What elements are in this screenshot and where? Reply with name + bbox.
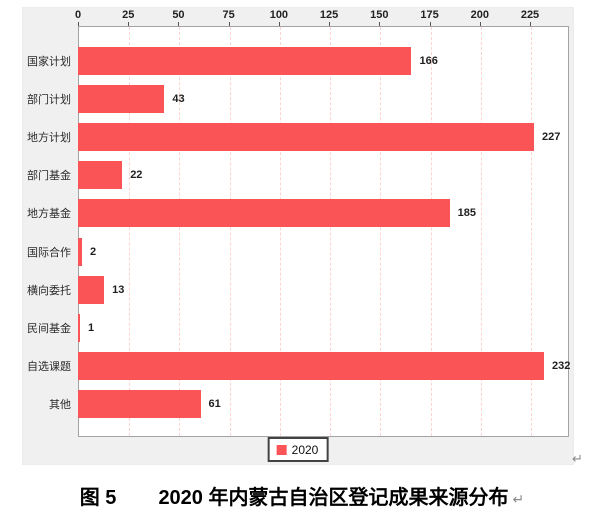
bar-row: 自选课题 232: [23, 351, 573, 380]
axis-tick-label: 150: [370, 9, 389, 21]
bar-row: 国家计划 166: [23, 47, 573, 75]
bar-rows: 国家计划 166 部门计划 43 地方计划 227 部门基金 22 地方基金 185 国际合作 2 横向…: [23, 26, 573, 437]
bar-track: 1: [78, 313, 573, 342]
category-label: 国家计划: [27, 56, 71, 68]
axis-tick-label: 100: [269, 9, 289, 21]
value-label: 227: [542, 131, 561, 144]
axis-tick-mark: [278, 22, 280, 26]
axis-tick-label: 175: [420, 9, 439, 21]
category-label: 地方基金: [27, 208, 71, 221]
gridline: [229, 27, 231, 436]
legend: 2020: [267, 437, 329, 462]
axis-tick-mark: [479, 22, 481, 26]
axis-tick-label: 125: [319, 9, 339, 21]
axis-tick-label: 25: [122, 9, 135, 21]
category-label: 民间基金: [27, 322, 71, 335]
axis-tick-mark: [228, 22, 230, 26]
bar: [78, 85, 165, 114]
paragraph-mark-icon: ↵: [572, 451, 583, 466]
value-label: 22: [130, 169, 143, 182]
bar-row: 民间基金 1: [23, 313, 573, 342]
bar-track: 232: [78, 351, 573, 380]
bar: [78, 123, 535, 152]
value-label: 185: [457, 207, 476, 220]
bar-track: 2: [78, 237, 573, 266]
axis-tick-mark: [78, 22, 79, 26]
figure-caption: 图 5 2020 年内蒙古自治区登记成果来源分布 ↵: [0, 481, 604, 510]
axis-tick-label: 75: [222, 9, 235, 21]
axis-tick-label: 200: [470, 9, 489, 21]
gridline: [430, 27, 432, 436]
value-label: 43: [172, 93, 185, 106]
bar: [78, 161, 123, 190]
gridline: [129, 27, 131, 436]
bar: [78, 237, 83, 266]
gridline: [330, 27, 332, 436]
bar: [78, 389, 201, 418]
bar-track: 43: [78, 85, 573, 114]
figure-title: 2020 年内蒙古自治区登记成果来源分布: [158, 487, 509, 509]
gridline: [380, 27, 382, 436]
gridline: [179, 27, 181, 436]
paragraph-mark-icon: ↵: [512, 491, 525, 507]
bar-track: 227: [78, 123, 573, 152]
axis-tick-label: 0: [74, 9, 82, 21]
gridline: [279, 27, 281, 436]
bar-row: 横向委托 13: [23, 275, 573, 304]
value-label: 166: [419, 55, 438, 67]
value-label: 13: [112, 283, 125, 296]
axis-tick-mark: [128, 22, 130, 26]
bar-track: 61: [78, 389, 573, 418]
bar-row: 地方基金 185: [23, 199, 573, 228]
axis-tick-mark: [379, 22, 381, 26]
gridline: [480, 27, 482, 436]
bar-row: 地方计划 227: [23, 123, 573, 152]
category-label: 自选课题: [27, 360, 71, 373]
axis-tick-mark: [429, 22, 431, 26]
value-label: 232: [552, 359, 571, 372]
axis-tick-label: 225: [520, 9, 540, 21]
category-label: 部门计划: [27, 94, 71, 107]
axis-tick-mark: [530, 22, 531, 26]
category-label: 横向委托: [27, 284, 71, 297]
axis-tick-label: 50: [172, 9, 185, 21]
value-label: 2: [90, 245, 97, 258]
legend-label: 2020: [291, 442, 319, 457]
gridline: [531, 27, 532, 436]
bar: [78, 351, 545, 380]
category-label: 部门基金: [27, 170, 71, 183]
category-label: 国际合作: [27, 246, 71, 259]
bar-track: 22: [78, 161, 573, 190]
axis-tick-mark: [178, 22, 180, 26]
bar: [78, 275, 105, 304]
bar-track: 166: [78, 47, 573, 75]
axis-tick-mark: [329, 22, 331, 26]
figure-number: 图 5: [79, 487, 117, 509]
bar-track: 13: [78, 275, 573, 304]
value-label: 61: [208, 397, 221, 410]
category-label: 地方计划: [27, 132, 71, 145]
bar: [78, 47, 412, 75]
bar: [78, 199, 450, 228]
bar-row: 国际合作 2: [23, 237, 573, 266]
legend-swatch-icon: [276, 444, 287, 455]
bar-row: 其他 61: [23, 389, 573, 418]
bar: [78, 313, 80, 342]
chart-image: 0 25 50 75 100 125 150 175 200 225 国家计划 166 部门计划 43 地…: [22, 7, 574, 465]
bar-row: 部门计划 43: [23, 85, 573, 114]
bar-row: 部门基金 22: [23, 161, 573, 190]
value-label: 1: [88, 321, 95, 334]
bar-track: 185: [78, 199, 573, 228]
category-label: 其他: [49, 398, 71, 411]
